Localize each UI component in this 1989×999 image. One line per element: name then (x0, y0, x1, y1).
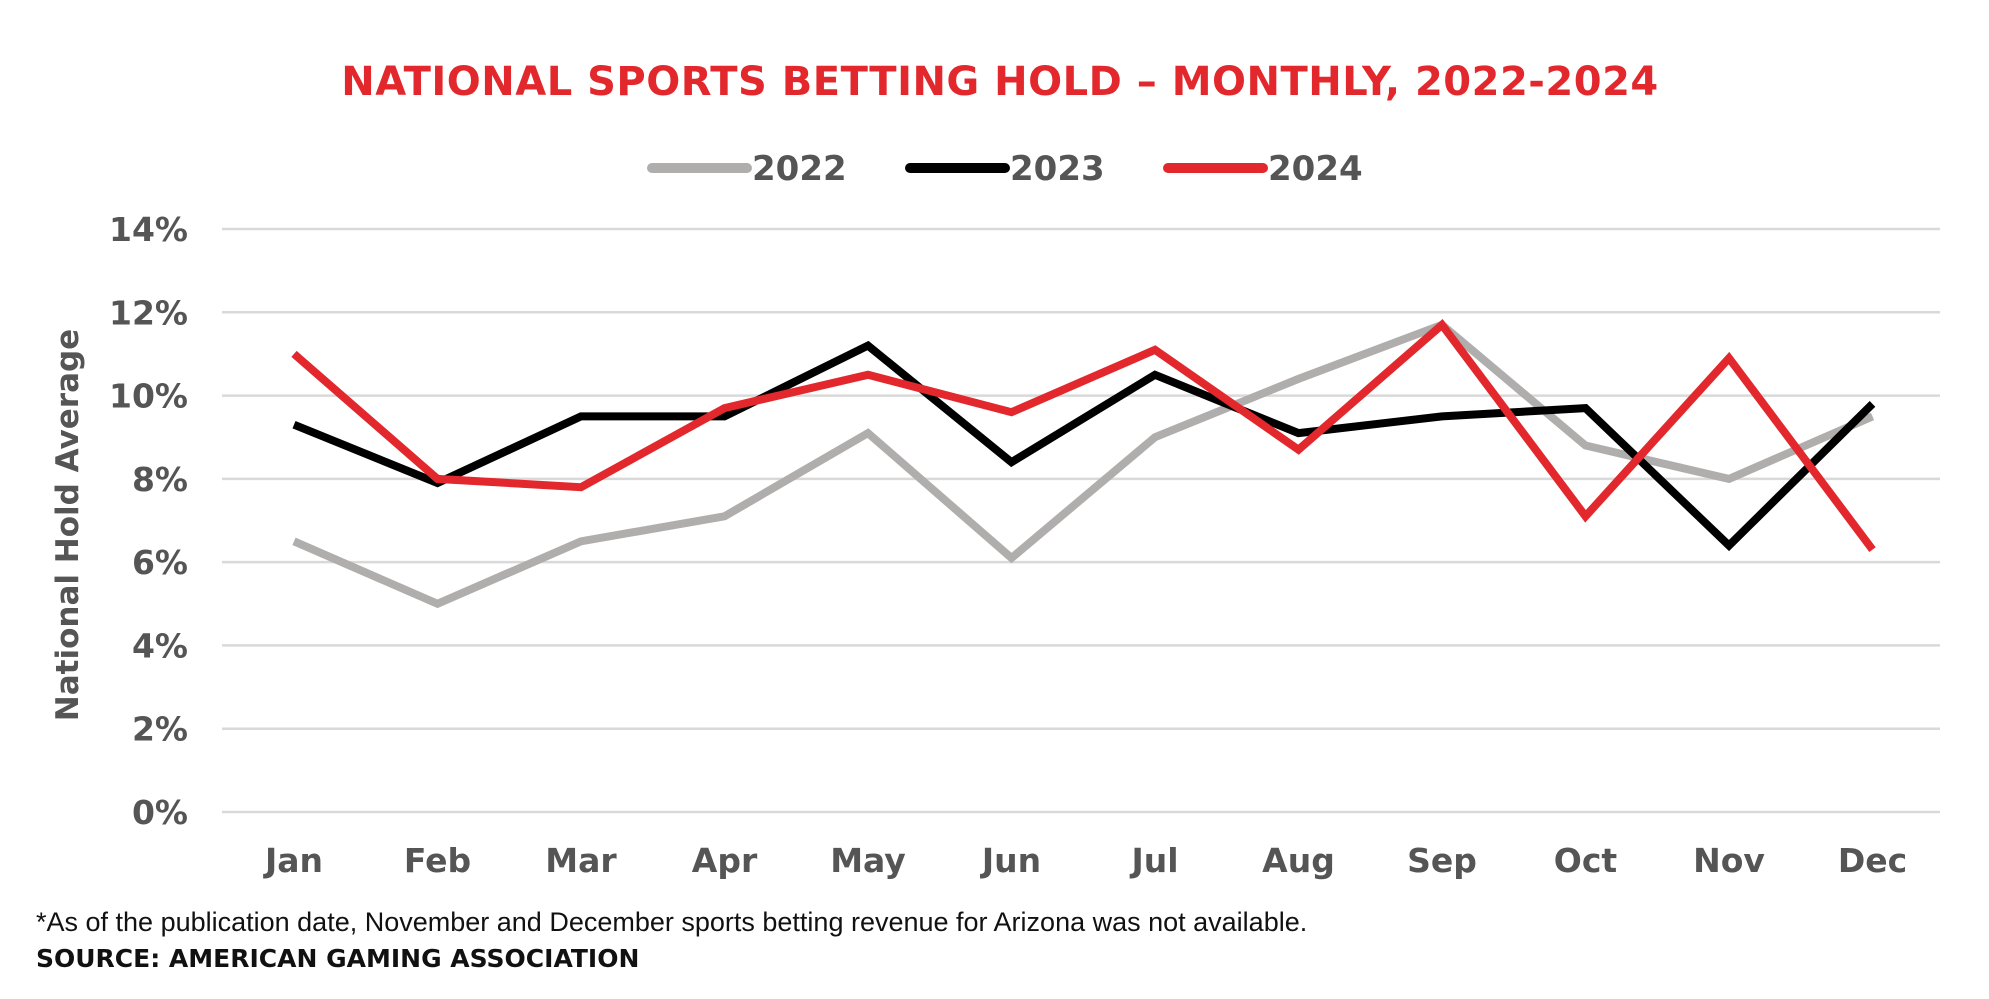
y-tick-label: 8% (132, 460, 188, 499)
x-tick-label: Feb (404, 841, 471, 880)
footnote: *As of the publication date, November an… (36, 907, 1308, 937)
x-tick-label: Jun (980, 841, 1041, 880)
series-line-2024 (291, 318, 1876, 552)
y-tick-label: 12% (109, 293, 188, 332)
x-tick-label: Jul (1129, 841, 1178, 880)
gridlines (222, 227, 1940, 814)
legend-label-2022: 2022 (752, 149, 847, 189)
x-tick-label: Nov (1693, 841, 1765, 880)
legend: 2022 2023 2024 (647, 149, 1363, 189)
x-tick-label: Sep (1407, 841, 1477, 880)
x-axis-ticks: Jan Feb Mar Apr May Jun Jul Aug Sep Oct Nov Dec (263, 841, 1907, 880)
x-tick-label: May (830, 841, 906, 880)
y-axis-ticks: 0% 2% 4% 6% 8% 10% 12% 14% (109, 210, 188, 832)
y-tick-label: 14% (109, 210, 188, 249)
x-tick-label: Apr (692, 841, 758, 880)
y-axis-label: National Hold Average (50, 329, 86, 721)
x-tick-label: Oct (1554, 841, 1618, 880)
series-lines (291, 318, 1876, 609)
y-tick-label: 4% (132, 626, 188, 665)
legend-label-2023: 2023 (1010, 149, 1105, 189)
x-tick-label: Jan (263, 841, 323, 880)
x-tick-label: Aug (1262, 841, 1335, 880)
x-tick-label: Dec (1838, 841, 1907, 880)
source-note: SOURCE: AMERICAN GAMING ASSOCIATION (36, 944, 640, 973)
chart-title: NATIONAL SPORTS BETTING HOLD – MONTHLY, … (341, 59, 1658, 105)
x-tick-label: Mar (545, 841, 617, 880)
legend-label-2024: 2024 (1268, 149, 1363, 189)
y-tick-label: 10% (109, 377, 188, 416)
y-tick-label: 0% (132, 793, 188, 832)
series-line-2022 (292, 320, 1875, 609)
y-tick-label: 6% (132, 543, 188, 582)
y-tick-label: 2% (132, 710, 188, 749)
series-line-2023 (292, 340, 1876, 552)
